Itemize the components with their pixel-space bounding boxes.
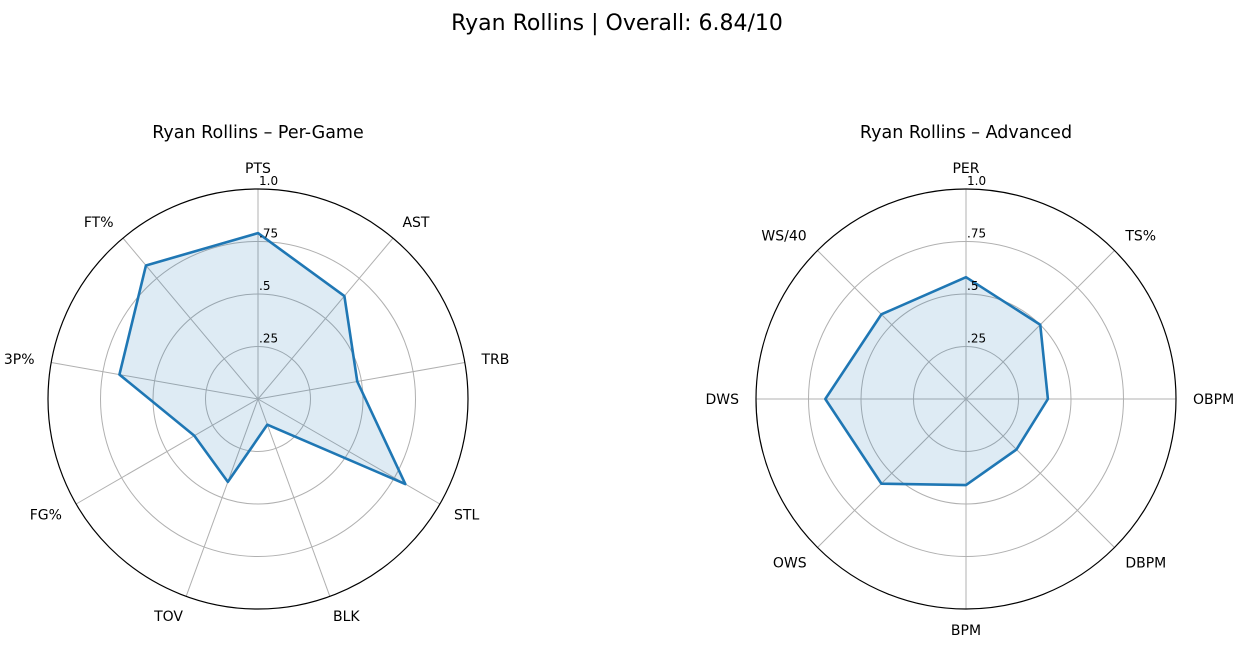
r-tick-label: .75: [967, 227, 986, 241]
spoke-ows: [817, 398, 967, 548]
panel-title-per-game: Ryan Rollins – Per-Game: [152, 123, 364, 143]
r-tick-label: .5: [259, 279, 270, 293]
spoke-blk: [257, 398, 331, 597]
axis-label-ts-pct: TS%: [1124, 229, 1156, 245]
series-fill: [119, 233, 406, 485]
spoke-3p-pct: [51, 362, 259, 400]
series-line: [118, 231, 407, 486]
axis-label-ws-40: WS/40: [761, 229, 806, 245]
polar-frame: [47, 188, 469, 610]
axis-label-dws: DWS: [705, 392, 739, 408]
r-tick-label: 1.0: [259, 174, 278, 188]
axis-label-stl: STL: [454, 508, 479, 524]
spoke-fg-pct: [75, 398, 259, 505]
axis-label-ows: OWS: [773, 555, 807, 571]
axis-label-per: PER: [952, 161, 979, 177]
axis-label-3p-pct: 3P%: [4, 352, 35, 368]
panel-title-advanced: Ryan Rollins – Advanced: [860, 123, 1072, 143]
spoke-ast: [257, 237, 394, 400]
r-tick-label: .75: [259, 227, 278, 241]
axis-label-bpm: BPM: [951, 623, 981, 639]
r-tick-label: 1.0: [967, 174, 986, 188]
axis-label-pts: PTS: [245, 161, 271, 177]
axis-label-trb: TRB: [480, 352, 509, 368]
spoke-tov: [185, 398, 259, 597]
spoke-dbpm: [965, 398, 1115, 548]
axis-label-tov: TOV: [153, 609, 183, 625]
axis-label-obpm: OBPM: [1193, 392, 1234, 408]
axis-label-dbpm: DBPM: [1125, 555, 1166, 571]
axis-label-ast: AST: [402, 215, 429, 231]
figure-title: Ryan Rollins | Overall: 6.84/10: [451, 11, 783, 36]
spoke-trb: [257, 362, 465, 400]
series-line: [823, 275, 1050, 487]
r-tick-label: .25: [967, 332, 986, 346]
r-tick-label: .25: [259, 332, 278, 346]
polar-frame: [755, 188, 1177, 610]
axis-label-ft-pct: FT%: [84, 215, 114, 231]
spoke-ws-40: [817, 250, 967, 400]
axis-label-blk: BLK: [333, 609, 360, 625]
series-fill: [825, 277, 1048, 486]
r-tick-label: .5: [967, 279, 978, 293]
axis-label-fg-pct: FG%: [30, 508, 62, 524]
spoke-stl: [257, 398, 441, 505]
